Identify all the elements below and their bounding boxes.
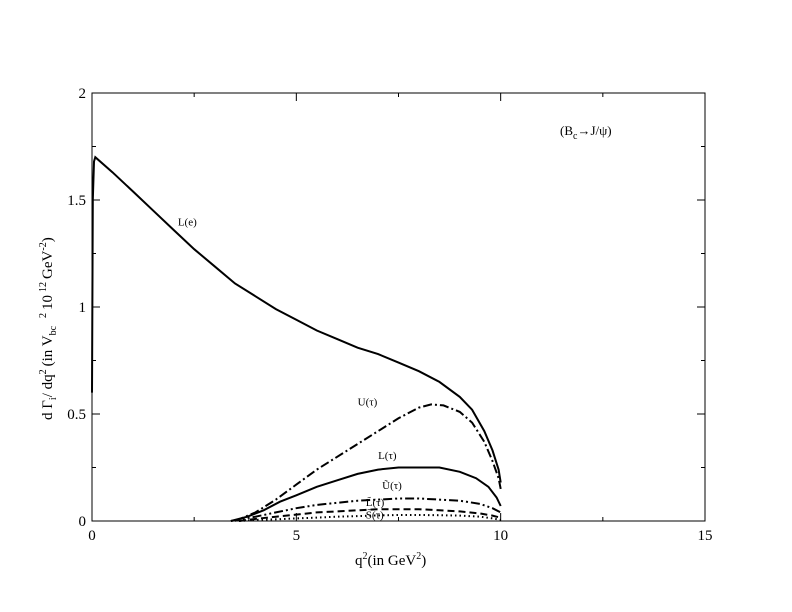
y-tick-label: 0 <box>79 514 87 530</box>
y-tick-label: 1.5 <box>67 193 86 209</box>
axis-tick-labels: 0 5 10 15 0 0.5 1 1.5 2 <box>67 86 712 544</box>
series-labels: L(e) U(τ) L(τ) Ũ(τ) L̃(τ)S̃(τ) <box>178 217 402 522</box>
x-tick-label: 15 <box>698 528 713 544</box>
axis-ticks <box>91 92 706 522</box>
series-line-3 <box>230 497 502 522</box>
series-label-2: L(τ) <box>378 450 397 462</box>
series-line-0 <box>91 155 502 483</box>
series-label-0: L(e) <box>178 217 197 229</box>
chart-annotation: (Bc→J/ψ) <box>560 123 612 142</box>
y-tick-label: 0.5 <box>67 407 86 423</box>
series-lines <box>91 155 502 522</box>
series-label-4: L̃(τ) <box>366 496 385 509</box>
x-tick-label: 10 <box>493 528 508 544</box>
series-label-5: S̃(τ) <box>366 508 384 521</box>
x-tick-label: 5 <box>293 528 301 544</box>
series-label-1: U(τ) <box>358 396 378 408</box>
series-line-1 <box>234 403 502 522</box>
y-tick-label: 2 <box>79 86 87 102</box>
x-tick-label: 0 <box>88 528 96 544</box>
x-axis-label: q2(in GeV2) <box>355 551 426 569</box>
series-label-3: Ũ(τ) <box>382 480 402 492</box>
series-line-2 <box>230 466 502 522</box>
plot-frame <box>91 92 706 522</box>
series-line-4 <box>238 508 501 522</box>
y-axis-label: d Γi/ dq2(in Vbc21012GeV-2) <box>38 237 59 420</box>
series-line-5 <box>239 514 501 522</box>
y-tick-label: 1 <box>79 300 87 316</box>
